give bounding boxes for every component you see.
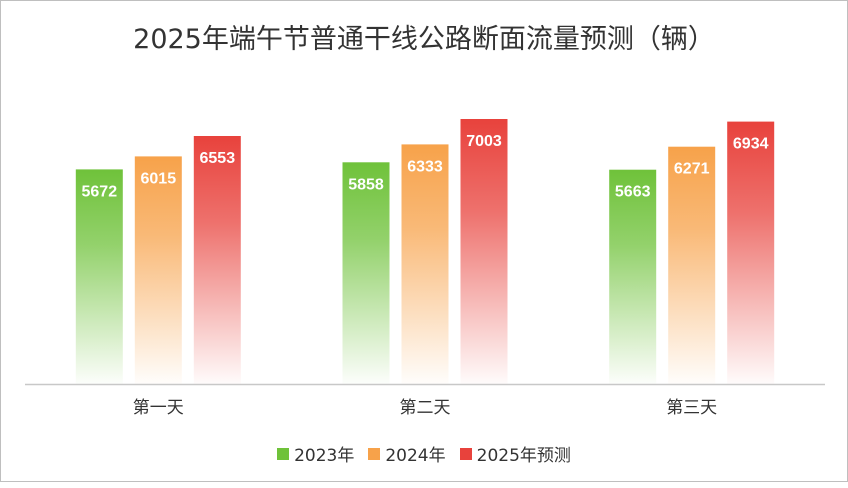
bar-2024-day1 [134, 156, 182, 384]
legend-swatch-2023 [277, 447, 290, 460]
x-tick-label-day3: 第三天 [666, 398, 717, 418]
data-label-2024-day1: 6015 [141, 170, 177, 187]
data-label-2025-forecast-day3: 6934 [733, 136, 769, 153]
data-label-2023-day2: 5858 [348, 176, 384, 193]
legend-swatch-2024 [368, 447, 381, 460]
bar-2024-day2 [401, 144, 449, 384]
data-label-2024-day3: 6271 [674, 161, 710, 178]
data-label-2023-day1: 5672 [82, 183, 118, 200]
data-label-2023-day3: 5663 [615, 184, 651, 201]
legend-label-2025-forecast: 2025年预测 [476, 446, 571, 466]
data-label-2025-forecast-day1: 6553 [200, 150, 236, 167]
bar-2023-day2 [342, 162, 390, 384]
legend-item-2025-forecast: 2025年预测 [459, 441, 571, 466]
data-label-2025-forecast-day2: 7003 [466, 133, 502, 150]
bar-2025-forecast-day3 [727, 121, 775, 384]
x-tick-label-day2: 第二天 [400, 398, 451, 418]
legend-label-2024: 2024年 [385, 446, 446, 466]
legend-item-2023: 2023年 [277, 441, 354, 466]
chart-plot: 5672 6015 6553 5858 6333 7003 5663 6271 6934 第一天… [25, 119, 825, 418]
legend-label-2023: 2023年 [294, 446, 355, 466]
bar-2024-day3 [668, 146, 716, 384]
bar-2023-day3 [609, 169, 657, 384]
bar-2025-forecast-day1 [193, 136, 241, 384]
bar-2025-forecast-day2 [460, 119, 508, 384]
legend-swatch-2025-forecast [459, 447, 472, 460]
chart-title: 2025年端午节普通干线公路断面流量预测（辆） [133, 24, 715, 55]
chart-legend: 2023年 2024年 2025年预测 [1, 441, 847, 466]
bar-2023-day1 [75, 169, 123, 384]
x-tick-label-day1: 第一天 [133, 398, 184, 418]
legend-item-2024: 2024年 [368, 441, 446, 466]
data-label-2024-day2: 6333 [407, 158, 443, 175]
